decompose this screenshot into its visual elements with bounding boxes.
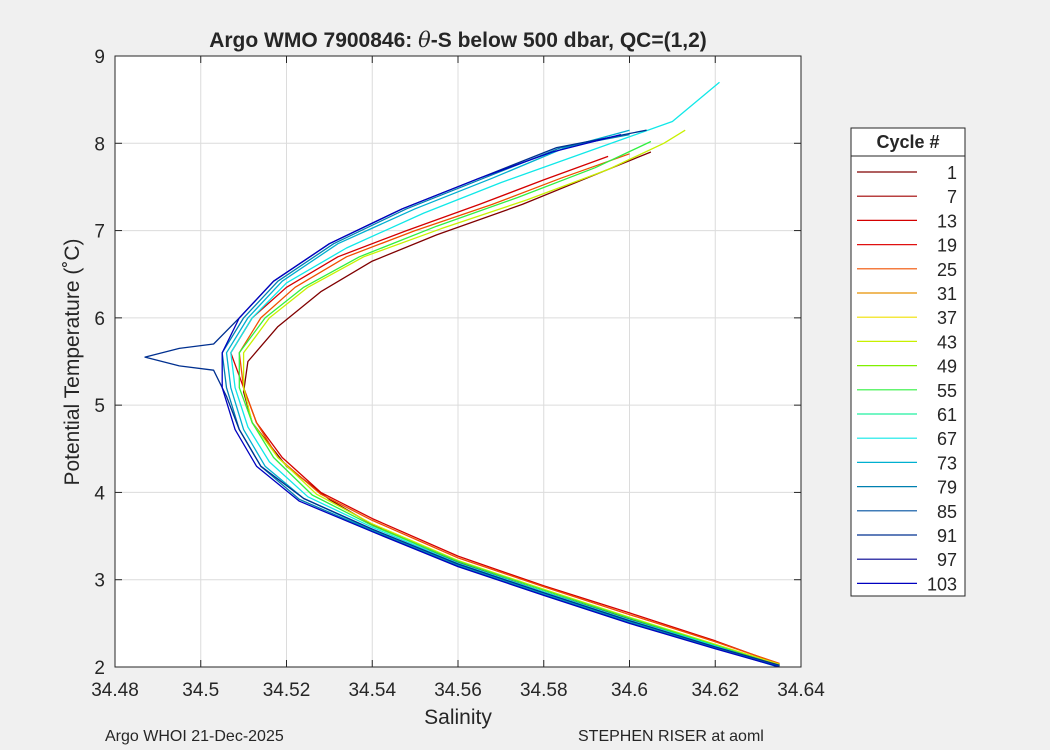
x-tick-label: 34.56 <box>434 680 482 701</box>
series-line-cycle-67 <box>230 81 776 666</box>
legend-label: 61 <box>937 405 957 425</box>
legend-label: 19 <box>937 236 957 256</box>
series-line-cycle-55 <box>238 140 776 666</box>
legend-label: 91 <box>937 526 957 546</box>
y-tick-label: 6 <box>94 309 105 330</box>
legend-label: 43 <box>937 332 957 352</box>
legend-label: 49 <box>937 357 957 377</box>
y-tick-label: 7 <box>94 222 105 243</box>
legend-label: 1 <box>947 163 957 183</box>
x-tick-label: 34.52 <box>263 680 311 701</box>
y-tick-label: 9 <box>94 47 105 68</box>
chart-title-theta: θ <box>418 28 431 52</box>
legend-label: 37 <box>937 308 957 328</box>
y-axis-label: Potential Temperature (˚C) <box>61 238 84 485</box>
legend-label: 73 <box>937 453 957 473</box>
y-tick-label: 3 <box>94 571 105 592</box>
x-tick-label: 34.48 <box>91 680 139 701</box>
y-tick-label: 2 <box>94 658 105 679</box>
legend: Cycle # 1 7 13 19 25 31 37 43 49 55 61 67 73 79 85 91 97… <box>850 127 966 597</box>
legend-label: 103 <box>927 574 957 594</box>
legend-label: 7 <box>947 187 957 207</box>
y-tick-label: 5 <box>94 396 105 417</box>
footer-left: Argo WHOI 21-Dec-2025 <box>105 728 284 745</box>
series-line-cycle-43 <box>242 129 780 666</box>
legend-label: 67 <box>937 429 957 449</box>
x-tick-label: 34.54 <box>348 680 396 701</box>
series-line-cycle-25 <box>238 153 780 665</box>
ticks <box>114 55 802 668</box>
footer-right: STEPHEN RISER at aoml <box>578 728 764 745</box>
x-tick-label: 34.58 <box>520 680 568 701</box>
x-tick-label: 34.64 <box>777 680 825 701</box>
legend-label: 25 <box>937 260 957 280</box>
y-tick-label: 8 <box>94 134 105 155</box>
x-tick-labels: 34.48 34.5 34.52 34.54 34.56 34.58 34.6 34.62 34… <box>91 680 825 701</box>
series-line-cycle-79 <box>221 133 780 667</box>
legend-label: 31 <box>937 284 957 304</box>
y-tick-labels: 2 3 4 5 6 7 8 9 <box>94 47 105 679</box>
x-tick-label: 34.62 <box>691 680 739 701</box>
chart-title-suffix: -S below 500 dbar, QC=(1,2) <box>431 29 707 52</box>
x-axis-label: Salinity <box>424 706 492 729</box>
legend-label: 13 <box>937 211 957 231</box>
legend-label: 55 <box>937 381 957 401</box>
legend-entries: 1 7 13 19 25 31 37 43 49 55 61 67 73 79 85 91 97 103 <box>857 163 957 594</box>
legend-label: 97 <box>937 550 957 570</box>
x-tick-label: 34.5 <box>182 680 219 701</box>
series-group <box>144 81 780 668</box>
series-line-cycle-73 <box>225 129 776 667</box>
legend-title: Cycle # <box>876 132 939 152</box>
y-tick-label: 4 <box>94 483 105 504</box>
legend-label: 79 <box>937 478 957 498</box>
chart-title-prefix: Argo WMO 7900846: <box>209 29 418 52</box>
x-tick-label: 34.6 <box>611 680 648 701</box>
chart-title: Argo WMO 7900846: θ-S below 500 dbar, QC… <box>209 28 707 52</box>
series-line-cycle-103 <box>221 133 780 668</box>
legend-label: 85 <box>937 502 957 522</box>
legend-box <box>850 127 966 597</box>
